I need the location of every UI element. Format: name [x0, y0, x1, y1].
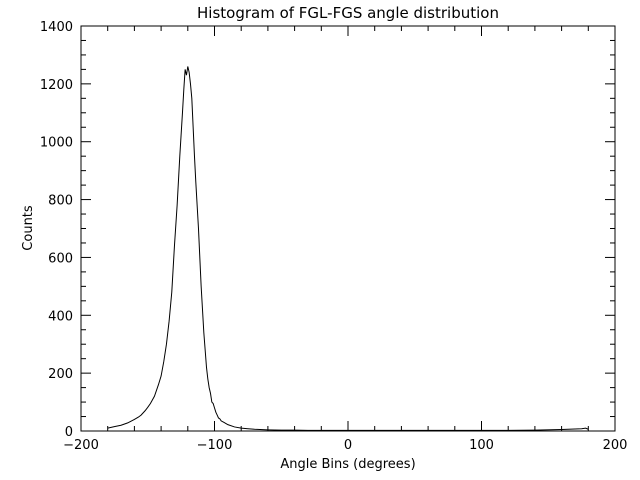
x-tick-label: 200 — [603, 438, 628, 453]
x-tick-label: −100 — [197, 438, 233, 453]
y-tick-label: 0 — [65, 425, 73, 440]
x-axis-label: Angle Bins (degrees) — [280, 457, 415, 472]
x-tick-label: 0 — [344, 438, 352, 453]
y-tick-label: 1200 — [40, 78, 73, 93]
y-tick-label: 800 — [48, 194, 73, 209]
x-tick-labels: −200 −100 0 100 200 — [63, 438, 627, 453]
chart-title: Histogram of FGL-FGS angle distribution — [197, 4, 499, 22]
y-tick-label: 600 — [48, 251, 73, 266]
axis-ticks — [80, 25, 616, 432]
y-tick-label: 1400 — [40, 20, 73, 35]
y-tick-label: 200 — [48, 367, 73, 382]
histogram-line — [107, 66, 589, 431]
y-tick-label: 1000 — [40, 136, 73, 151]
x-tick-label: 100 — [469, 438, 494, 453]
x-tick-label: −200 — [63, 438, 99, 453]
plot-frame — [80, 25, 616, 432]
y-tick-labels: 0 200 400 600 800 1000 1200 1400 — [40, 20, 73, 440]
y-axis-label: Counts — [21, 205, 36, 251]
y-tick-label: 400 — [48, 309, 73, 324]
